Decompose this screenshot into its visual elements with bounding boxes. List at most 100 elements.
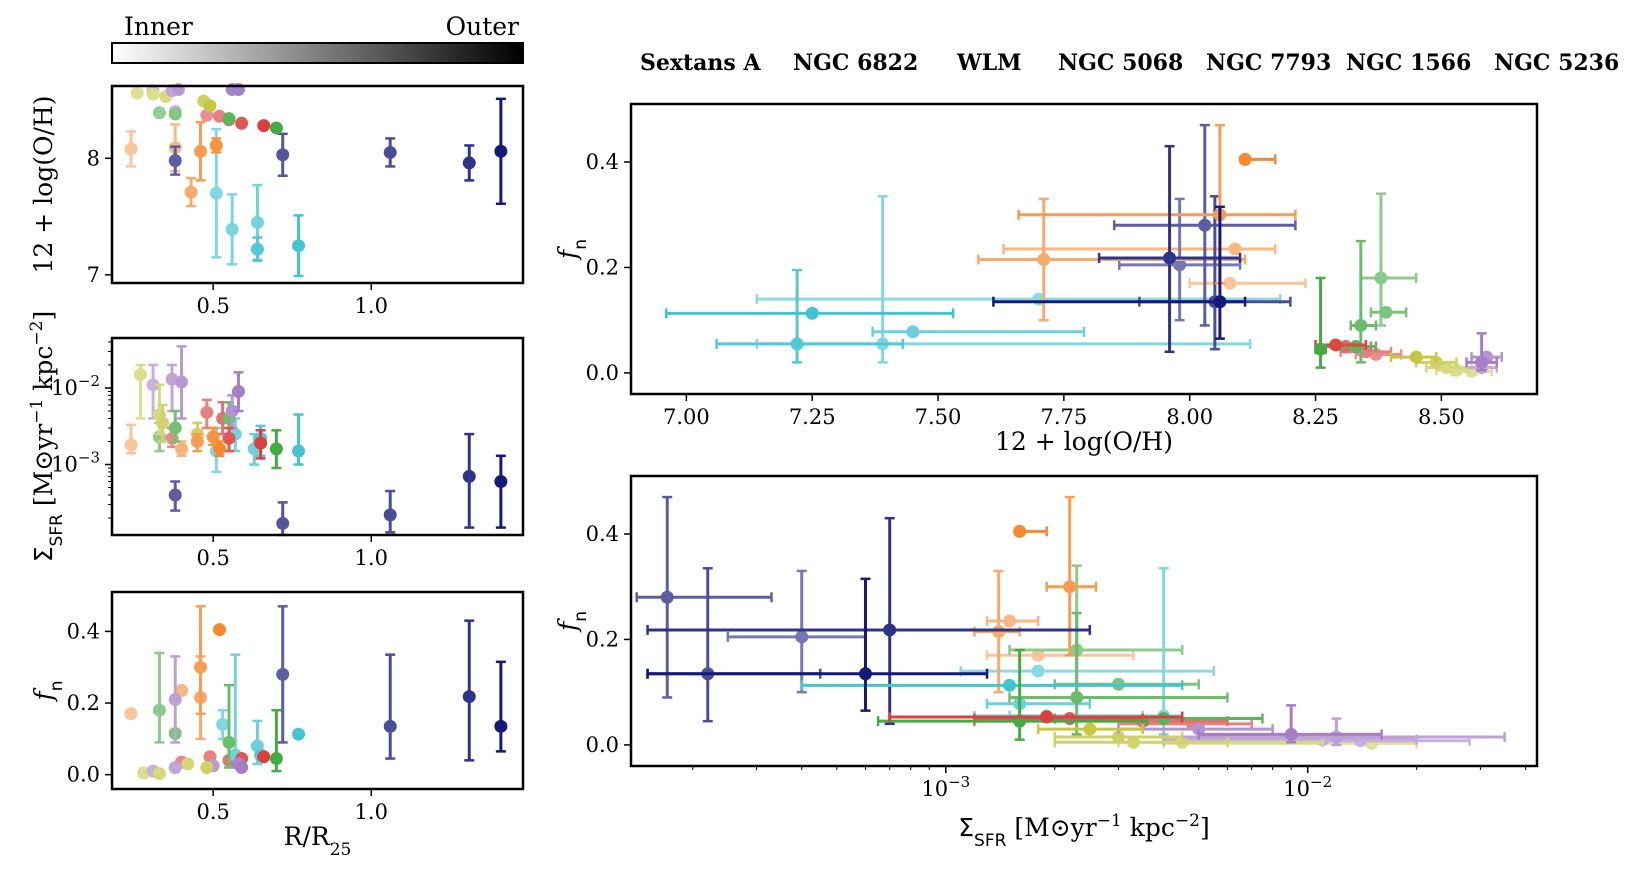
point-marker [269,442,283,456]
data-point [212,440,226,458]
data-point [1389,350,1438,364]
x-tick-label: 1.0 [355,294,388,318]
data-point [152,767,166,781]
legend-entry: NGC 5236 [1494,50,1619,76]
point-marker [222,735,236,749]
data-point [228,653,242,769]
point-marker [168,154,182,168]
point-marker [1379,305,1393,319]
data-point [292,727,306,741]
data-points [124,605,508,781]
x-tick-label: 8.00 [1166,405,1213,429]
data-point [383,489,397,534]
point-marker [1409,350,1423,364]
data-point [1013,524,1048,538]
point-marker [462,156,476,170]
point-marker [1173,258,1187,272]
colorbar-gradient [111,42,524,64]
data-points [635,495,1506,750]
y-tick-label: 0.4 [586,522,619,546]
point-marker [1031,664,1045,678]
data-point [646,577,989,712]
data-point [124,423,138,455]
point-marker [1083,722,1097,736]
y-tick-label: 0.0 [586,733,619,757]
data-point [231,371,245,413]
point-marker [231,384,245,398]
point-marker [257,750,271,764]
data-point [1339,340,1378,354]
y-axis-label: fn [553,239,591,261]
data-point [871,325,1086,339]
data-point [1238,152,1277,166]
point-marker [1439,361,1453,375]
data-point [276,605,290,744]
point-marker [1063,580,1077,594]
data-point [156,403,170,443]
point-marker [858,667,872,681]
point-marker [124,142,138,156]
data-point [755,195,1252,364]
point-marker [130,86,144,100]
data-point [212,623,226,637]
data-point [1188,276,1307,290]
data-point [646,567,822,723]
data-point [646,516,1092,726]
data-point [985,614,1040,628]
x-tick-label: 10−3 [921,773,970,801]
axes-frame [110,590,525,791]
data-point [200,761,214,775]
data-point [184,176,198,208]
data-point [1138,195,1292,351]
x-tick-label: 7.75 [1040,405,1087,429]
point-marker [1070,690,1084,704]
point-marker [1223,276,1237,290]
x-tick-label: 7.25 [789,405,836,429]
x-tick-label: 10−2 [1283,773,1332,801]
axes-frame [110,336,525,537]
data-point [168,480,182,512]
data-point [222,683,236,769]
x-tick-label: 7.50 [915,405,962,429]
x-tick-label: 8.50 [1418,405,1465,429]
y-tick-label: 0.4 [586,150,619,174]
data-point [124,707,138,721]
data-points [124,82,508,278]
data-points [124,345,508,537]
point-marker [1238,152,1252,166]
point-marker [152,703,166,717]
point-marker [1213,295,1227,309]
data-point [462,619,476,762]
y-tick-label: 0.4 [67,619,100,643]
point-marker [1314,342,1328,356]
point-marker [235,761,249,775]
point-marker [660,590,674,604]
data-point [222,426,236,453]
point-marker [168,692,182,706]
data-point [190,432,204,453]
data-point [973,569,1021,694]
data-point [985,648,1135,662]
data-point [194,605,208,716]
point-marker [1111,730,1125,744]
right-sfr-panel: 10−3 10−2 0.0 0.2 0.4 fn ΣSFR [M⊙yr−1 kpc−2] [553,474,1539,851]
point-marker [1429,355,1443,369]
left-metallicity-panel: 0.5 1.0 7 8 12 + log(O/H) [29,82,525,318]
point-marker [494,475,508,489]
data-point [235,761,249,775]
y-tick-label: 0.0 [586,361,619,385]
data-point [383,653,397,760]
data-point [494,660,508,753]
point-marker [1374,271,1388,285]
point-marker [206,430,220,444]
y-axis-label: fn [29,680,67,702]
legend-entry: WLM [956,50,1022,76]
legend: Sextans A NGC 6822 WLM NGC 5068 NGC 7793… [640,50,1619,76]
x-tick-label: 7.00 [663,405,710,429]
data-point [1349,239,1378,364]
point-marker [200,405,214,419]
point-marker [146,87,160,101]
point-marker [146,378,160,392]
data-point [269,121,283,135]
